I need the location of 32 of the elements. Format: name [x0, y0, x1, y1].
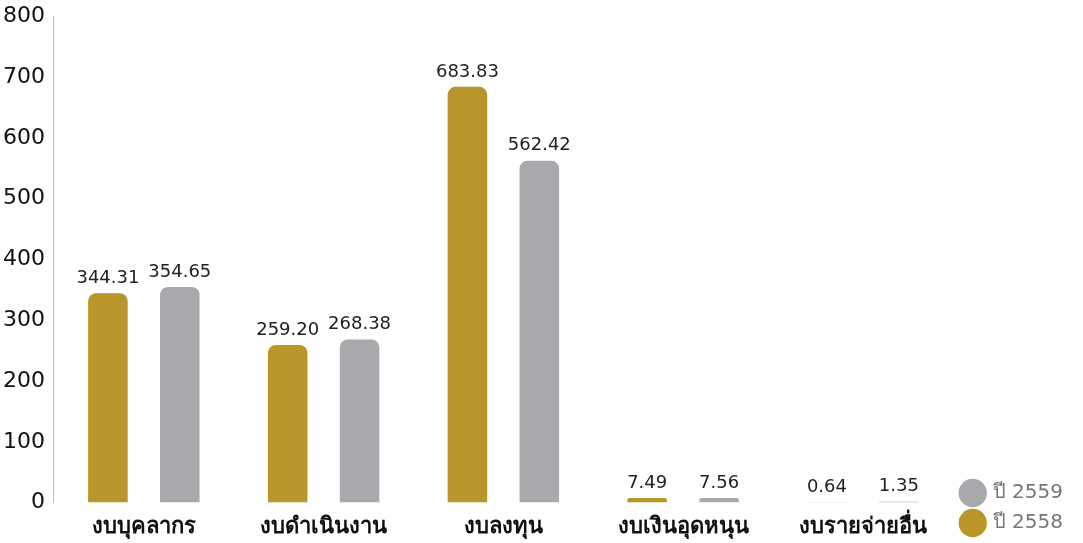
y-tick-label: 700	[2, 62, 45, 88]
data-label: 683.83	[435, 59, 499, 81]
data-label: 7.56	[699, 470, 740, 492]
y-tick-label: 100	[2, 427, 45, 453]
x-tick-label: งบรายจ่ายอื่น	[798, 508, 927, 538]
x-tick-label: งบเงินอุดหนุน	[617, 512, 749, 540]
data-label: 344.31	[76, 265, 140, 287]
y-tick-label: 0	[30, 488, 45, 514]
y-tick-label: 200	[2, 366, 45, 392]
data-label: 562.42	[507, 133, 571, 155]
legend-label: ปี 2559	[992, 479, 1064, 504]
data-label: 1.35	[878, 474, 919, 496]
bar	[267, 345, 308, 503]
bar	[519, 160, 560, 503]
x-tick-label: งบลงทุน	[463, 512, 543, 540]
x-tick-label: งบบุคลากร	[91, 512, 196, 540]
bar	[339, 339, 380, 503]
y-tick-label: 500	[2, 184, 45, 210]
bar	[88, 293, 128, 503]
data-label: 354.65	[148, 259, 212, 281]
y-tick-label: 600	[2, 123, 45, 149]
y-tick-label: 300	[2, 305, 45, 331]
data-label: 259.20	[256, 317, 320, 339]
bar	[160, 286, 200, 503]
x-tick-label: งบดำเนินงาน	[260, 512, 388, 538]
y-tick-label: 800	[2, 1, 45, 27]
legend-label: ปี 2558	[992, 509, 1064, 534]
bar	[447, 86, 488, 503]
data-label: 268.38	[328, 312, 392, 334]
y-tick-label: 400	[2, 245, 45, 271]
data-label: 7.49	[627, 470, 668, 492]
data-label: 0.64	[806, 474, 847, 496]
